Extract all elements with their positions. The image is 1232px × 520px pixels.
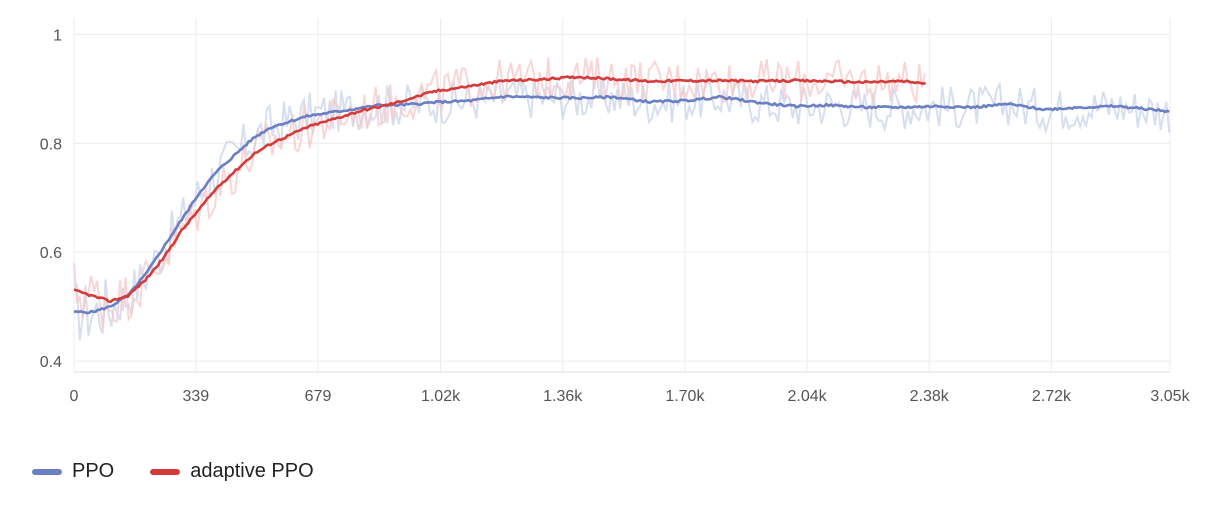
y-tick-label: 0.4	[40, 354, 62, 371]
x-tick-label: 2.72k	[1032, 388, 1072, 405]
legend: PPO adaptive PPO	[32, 460, 314, 483]
legend-label-adaptive-ppo: adaptive PPO	[190, 460, 314, 482]
series-raw-adaptive-ppo	[73, 57, 926, 328]
x-tick-label: 339	[182, 388, 209, 405]
series-raw-ppo	[73, 74, 1171, 341]
x-tick-label: 1.36k	[543, 388, 583, 405]
y-tick-label: 0.6	[40, 245, 62, 262]
chart-plot: 0 339 679 1.02k 1.36k 1.70k 2.04k 2.38k 2.72k 3.0…	[40, 18, 1191, 405]
y-tick-label: 1	[53, 27, 62, 44]
legend-swatch-ppo	[32, 468, 62, 475]
x-tick-label: 679	[305, 388, 332, 405]
x-tick-label: 2.38k	[910, 388, 950, 405]
x-tick-label: 3.05k	[1150, 388, 1190, 405]
x-tick-label: 1.02k	[421, 388, 461, 405]
legend-item-adaptive-ppo[interactable]: adaptive PPO	[150, 460, 314, 483]
y-tick-label: 0.8	[40, 136, 62, 153]
x-tick-label: 0	[70, 388, 79, 405]
legend-label-ppo: PPO	[72, 460, 115, 482]
legend-item-ppo[interactable]: PPO	[32, 460, 114, 483]
legend-swatch-adaptive-ppo	[150, 468, 181, 475]
series-line-adaptive-ppo	[73, 75, 927, 304]
series-line-ppo	[73, 94, 1170, 315]
x-tick-label: 1.70k	[665, 388, 705, 405]
x-tick-label: 2.04k	[787, 388, 827, 405]
